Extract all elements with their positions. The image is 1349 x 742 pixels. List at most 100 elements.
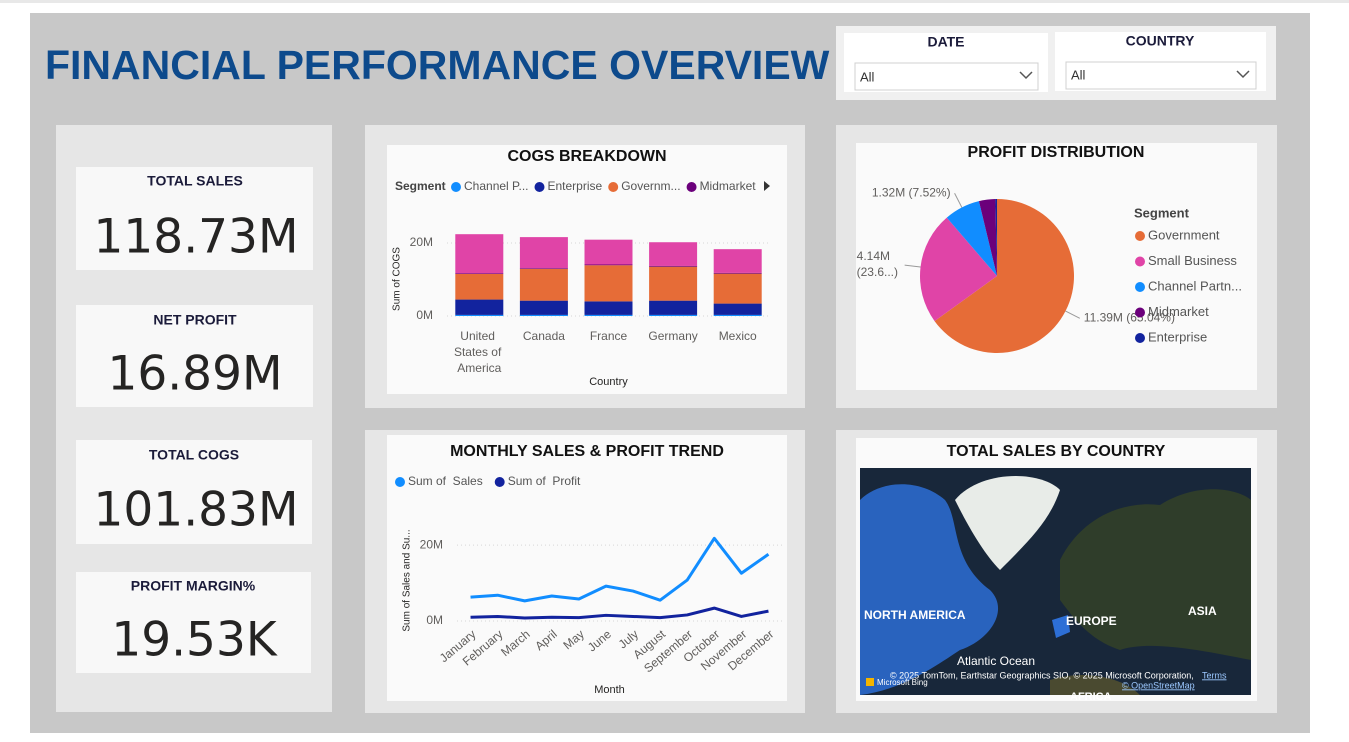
kpi-card	[76, 440, 312, 544]
map-label: AFRICA	[1070, 691, 1112, 703]
pie-slice	[978, 199, 997, 276]
legend-label: Government	[1148, 227, 1220, 242]
y-axis-title: Sum of Sales and Su...	[402, 529, 413, 631]
bar-segment	[649, 314, 698, 316]
bar-segment	[584, 314, 633, 316]
filter-value: All	[860, 69, 875, 84]
map-label: ASIA	[1188, 604, 1217, 618]
map	[860, 468, 1251, 695]
map-terms[interactable]: Terms	[1202, 670, 1227, 680]
line-series	[470, 606, 769, 620]
bar-segment	[519, 314, 568, 316]
y-tick-label: 20M	[420, 537, 443, 551]
map-attribution: Microsoft Bing	[877, 678, 928, 687]
x-tick-label: Mexico	[719, 329, 757, 343]
dropdown[interactable]	[1065, 61, 1257, 90]
legend-label: Sum of Sales	[408, 474, 483, 488]
bar-segment	[584, 239, 633, 265]
chart-title: MONTHLY SALES & PROFIT TREND	[450, 443, 724, 460]
dropdown[interactable]	[854, 62, 1039, 91]
x-tick-label: France	[590, 329, 628, 343]
legend-marker	[608, 182, 619, 192]
kpi-label: NET PROFIT	[153, 312, 237, 328]
legend-marker	[534, 182, 545, 192]
map-land	[955, 476, 1060, 570]
map-attribution: © OpenStreetMap	[1122, 680, 1195, 690]
bar-segment	[649, 266, 698, 301]
kpi-card	[76, 572, 311, 673]
legend-marker	[451, 182, 461, 192]
filter-value: All	[1071, 67, 1086, 82]
y-tick-label: 0M	[416, 308, 433, 322]
bar-segment	[455, 299, 504, 315]
bar-segment	[713, 272, 762, 274]
legend-marker	[395, 477, 405, 487]
legend-marker	[1135, 282, 1145, 292]
bar-segment	[519, 300, 568, 315]
y-axis-title: Sum of COGS	[392, 247, 403, 311]
leader-line	[954, 193, 963, 208]
bar-segment	[455, 273, 504, 274]
x-tick-label: Germany	[648, 329, 697, 343]
kpi-value: 19.53K	[111, 613, 278, 668]
bar-segment	[584, 301, 633, 315]
legend-marker	[494, 477, 505, 487]
bar-segment	[455, 234, 504, 274]
page-title: FINANCIAL PERFORMANCE OVERVIEW	[45, 42, 830, 88]
legend-label: Sum of Profit	[508, 474, 581, 488]
bar-segment	[584, 264, 633, 266]
legend-marker	[1135, 231, 1145, 241]
bar-segment	[713, 303, 762, 315]
kpi-card	[76, 305, 313, 407]
kpi-label: TOTAL COGS	[149, 447, 239, 463]
legend-marker	[1135, 307, 1145, 318]
map-attribution: © 2025 TomTom, Earthstar Geographics SIO…	[890, 670, 1194, 680]
kpi-value: 101.83M	[93, 483, 298, 538]
legend-label: Midmarket	[700, 179, 757, 193]
kpi-value: 118.73M	[93, 210, 298, 265]
legend-label: Governm...	[621, 179, 680, 193]
leader-line	[1065, 310, 1081, 319]
bar-segment	[455, 274, 504, 300]
map-region	[860, 484, 999, 695]
pie-slice	[946, 201, 997, 276]
legend-title: Segment	[395, 179, 446, 193]
kpi-card	[76, 167, 313, 270]
bar-segment	[649, 242, 698, 266]
map-label: Atlantic Ocean	[957, 654, 1035, 668]
legend-marker	[1135, 333, 1145, 343]
bar-segment	[649, 265, 698, 267]
chevron	[1019, 71, 1033, 80]
chart-title: TOTAL SALES BY COUNTRY	[947, 443, 1166, 460]
map-label: EUROPE	[1066, 614, 1117, 628]
bar-segment	[584, 265, 633, 302]
chart-title: COGS BREAKDOWN	[507, 148, 666, 165]
bar-segment	[713, 249, 762, 273]
kpi-label: PROFIT MARGIN%	[131, 578, 256, 594]
data-label: 1.32M (7.52%)	[872, 185, 951, 199]
line-series	[470, 536, 770, 603]
legend-scroll[interactable]	[764, 181, 770, 191]
bing-logo	[866, 678, 874, 686]
chart-title: PROFIT DISTRIBUTION	[968, 144, 1145, 161]
chevron	[1236, 70, 1250, 79]
legend-label: Enterprise	[548, 179, 603, 193]
top-strip	[0, 0, 1349, 3]
bar-segment	[519, 268, 568, 301]
legend-label: Enterprise	[1148, 329, 1207, 344]
bar-segment	[519, 237, 568, 269]
bar-segment	[713, 314, 762, 316]
bar-segment	[519, 268, 568, 269]
x-tick-label: United States of America	[454, 329, 505, 375]
legend-label: Midmarket	[1148, 304, 1209, 319]
data-label: 4.14M (23.6...)	[857, 249, 898, 279]
bar-segment	[649, 300, 698, 315]
filter-label: COUNTRY	[1126, 33, 1195, 49]
x-axis-title: Country	[589, 376, 628, 388]
leader-line	[904, 264, 921, 268]
legend-title: Segment	[1134, 205, 1190, 220]
legend-label: Channel Partn...	[1148, 278, 1242, 293]
y-tick-label: 0M	[426, 613, 443, 627]
pie-slice	[920, 217, 997, 322]
